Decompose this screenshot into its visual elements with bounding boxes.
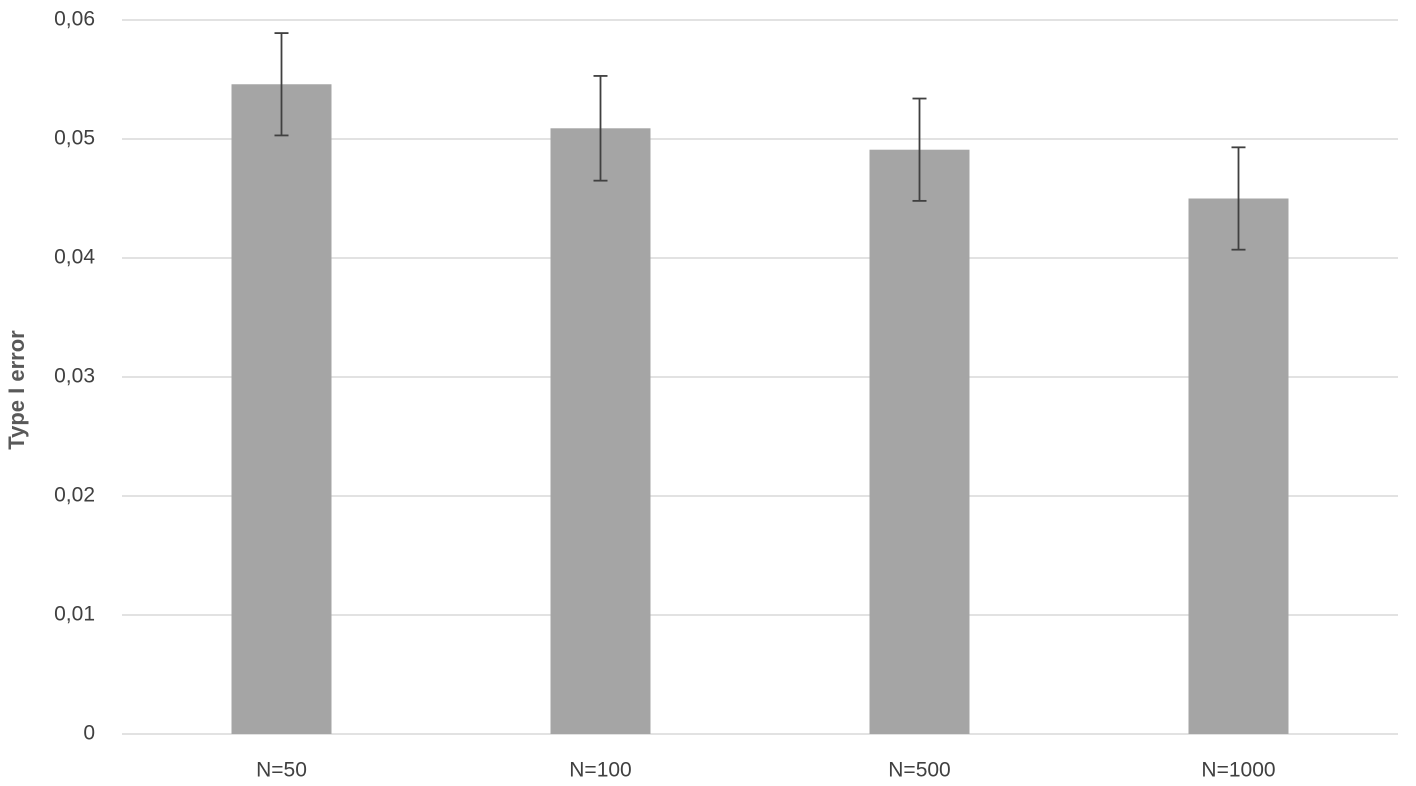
x-tick-label: N=1000 bbox=[1201, 759, 1275, 782]
y-tick-label: 0 bbox=[83, 722, 95, 745]
error-bar bbox=[912, 97, 927, 202]
bar bbox=[231, 84, 332, 734]
bar bbox=[869, 149, 970, 734]
y-tick-label: 0,01 bbox=[54, 603, 95, 626]
y-tick-label: 0,03 bbox=[54, 365, 95, 388]
y-axis-label: Type I error bbox=[4, 330, 29, 450]
y-tick-label: 0,02 bbox=[54, 484, 95, 507]
y-tick-label: 0,06 bbox=[54, 8, 95, 31]
bar bbox=[550, 128, 651, 735]
x-tick-label: N=100 bbox=[569, 759, 631, 782]
error-bar bbox=[274, 32, 289, 137]
error-bar bbox=[1231, 146, 1246, 251]
y-tick-label: 0,04 bbox=[54, 246, 95, 269]
error-bar bbox=[593, 75, 608, 182]
y-tick-label: 0,05 bbox=[54, 127, 95, 150]
bar bbox=[1188, 198, 1289, 734]
x-tick-label: N=50 bbox=[256, 759, 307, 782]
x-tick-label: N=500 bbox=[888, 759, 950, 782]
